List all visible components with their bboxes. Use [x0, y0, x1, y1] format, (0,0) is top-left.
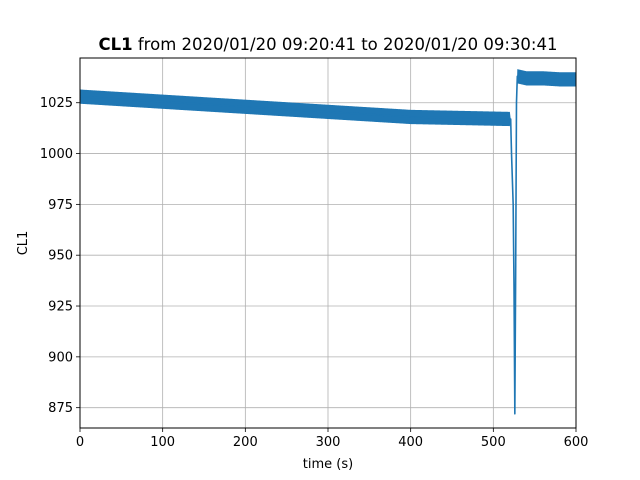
- plot-area: [79, 69, 576, 415]
- x-tick-label: 600: [564, 435, 589, 450]
- y-tick-label: 975: [48, 198, 73, 213]
- series-line: [79, 75, 576, 415]
- y-tick-label: 950: [48, 249, 73, 264]
- x-tick-label: 100: [150, 435, 175, 450]
- y-tick-label: 875: [48, 401, 73, 416]
- chart-title: CL1 from 2020/01/20 09:20:41 to 2020/01/…: [99, 35, 558, 54]
- x-tick-label: 200: [233, 435, 258, 450]
- x-tick-label: 0: [76, 435, 84, 450]
- series-noise-band: [80, 69, 576, 414]
- chart-title-bold: CL1: [99, 35, 133, 54]
- y-axis: 875 900 925 950 975 1000 1025: [40, 96, 80, 416]
- y-tick-label: 900: [48, 350, 73, 365]
- chart-title-rest: from 2020/01/20 09:20:41 to 2020/01/20 0…: [133, 35, 558, 54]
- x-axis: 0 100 200 300 400 500 600: [76, 428, 589, 450]
- y-axis-label: CL1: [16, 231, 31, 256]
- y-tick-label: 925: [48, 300, 73, 315]
- x-axis-label: time (s): [303, 457, 353, 472]
- y-tick-label: 1000: [40, 147, 73, 162]
- y-tick-label: 1025: [40, 96, 73, 111]
- x-tick-label: 500: [481, 435, 506, 450]
- x-tick-label: 400: [398, 435, 423, 450]
- x-tick-label: 300: [316, 435, 341, 450]
